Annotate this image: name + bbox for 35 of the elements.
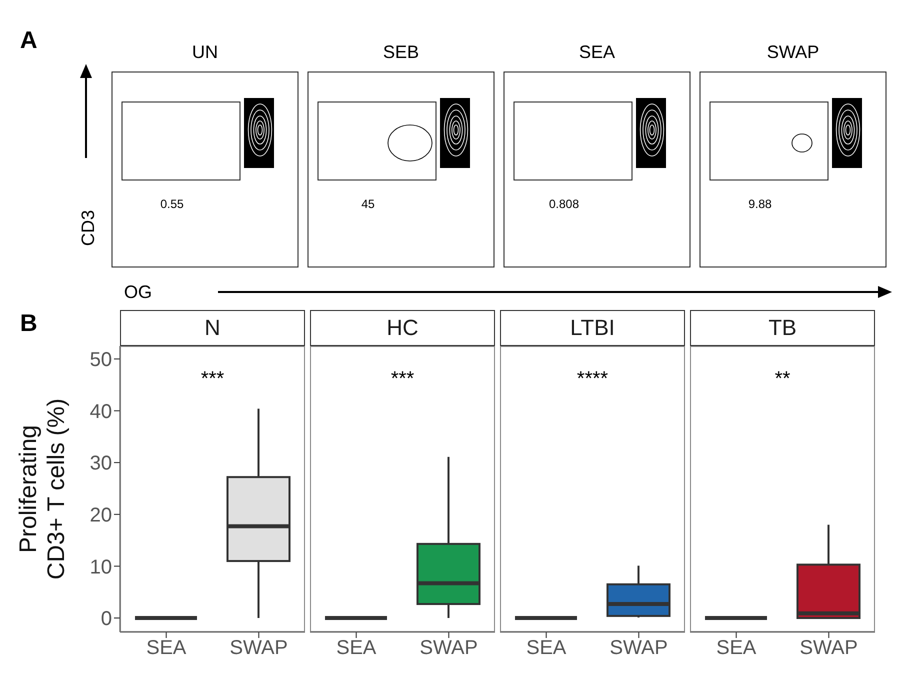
- data-label: 0.55: [160, 197, 184, 211]
- data-label: 9.88: [748, 197, 772, 211]
- text: CD3: [78, 210, 98, 246]
- chart-title: TB: [690, 310, 875, 346]
- annotation: **: [774, 368, 792, 391]
- annotation: ****: [576, 368, 610, 391]
- category-label: SWAP: [766, 42, 820, 62]
- x-tick-label: SEA: [146, 637, 187, 660]
- category-label: SEA: [578, 42, 616, 62]
- y-tick-label: 40: [90, 400, 112, 423]
- annotation: ***: [200, 368, 226, 391]
- annotation: ***: [390, 368, 416, 391]
- chart-title: HC: [310, 310, 495, 346]
- chart-title: LTBI: [500, 310, 685, 346]
- x-tick-label: SEA: [526, 637, 567, 660]
- x-tick-label: SEA: [336, 637, 377, 660]
- x-tick-label: SEA: [716, 637, 757, 660]
- category-label: UN: [192, 42, 218, 62]
- x-tick-label: SWAP: [420, 637, 478, 660]
- category-label: SEB: [382, 42, 420, 62]
- x-tick-label: SWAP: [230, 637, 288, 660]
- y-tick-label: 10: [90, 556, 112, 578]
- chart-title: N: [120, 310, 305, 346]
- y-tick-label: 0: [100, 608, 112, 630]
- data-label: 0.808: [548, 197, 580, 211]
- text: A: [20, 27, 38, 54]
- y-tick-label: 30: [90, 452, 112, 475]
- x-tick-label: SWAP: [610, 637, 668, 660]
- y-tick-label: 50: [90, 349, 112, 372]
- y-tick-label: 20: [90, 504, 112, 526]
- y-axis-title: Proliferating CD3+ T cells (%): [15, 398, 70, 580]
- text: B: [20, 310, 38, 338]
- text: OG: [124, 282, 152, 302]
- x-tick-label: SWAP: [800, 637, 858, 660]
- data-label: 45: [361, 197, 375, 211]
